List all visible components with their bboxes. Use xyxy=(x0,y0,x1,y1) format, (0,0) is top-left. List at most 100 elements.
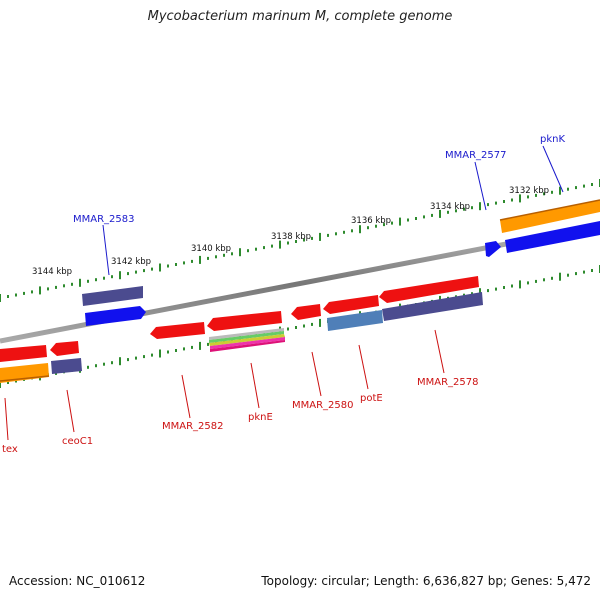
gene-pknE-stripes[interactable] xyxy=(209,328,285,352)
ring-tick xyxy=(343,230,345,234)
topology-text: Topology: circular; Length: 6,636,827 bp… xyxy=(261,574,591,588)
gene-pknK-orange[interactable] xyxy=(500,200,600,233)
label-leaders xyxy=(4,145,564,441)
ring-tick xyxy=(399,217,401,226)
ring-tick xyxy=(487,203,489,207)
ring-tick xyxy=(295,326,297,329)
ring-tick xyxy=(47,287,49,291)
gene-MMAR_2583[interactable] xyxy=(85,306,146,326)
ruler-label-3138: 3138 kbp xyxy=(271,232,311,242)
accession-text: Accession: NC_010612 xyxy=(9,574,146,588)
ring-tick xyxy=(591,183,593,186)
bottom-strand-genes xyxy=(0,276,483,383)
ring-tick xyxy=(39,286,41,295)
ring-tick xyxy=(311,322,313,326)
gene-potE[interactable] xyxy=(323,295,379,314)
gene-MMAR_2583-purple[interactable] xyxy=(82,286,143,306)
ring-tick xyxy=(15,293,17,297)
ring-tick xyxy=(31,290,33,294)
ring-tick xyxy=(447,210,449,214)
ring-tick xyxy=(551,276,553,280)
ring-tick xyxy=(543,192,545,196)
ring-tick xyxy=(287,241,289,245)
ring-tick xyxy=(183,347,185,351)
ring-tick xyxy=(511,198,513,202)
ring-tick xyxy=(535,279,537,283)
ring-tick xyxy=(471,206,473,210)
gene-pknE[interactable] xyxy=(207,311,282,331)
ring-tick xyxy=(175,263,177,266)
label-pknK[interactable]: pknK xyxy=(540,134,565,145)
ring-tick xyxy=(479,202,481,211)
gene-MMAR_2580[interactable] xyxy=(291,304,321,320)
ring-tick xyxy=(391,221,393,225)
ring-tick xyxy=(351,229,353,233)
ring-tick xyxy=(287,327,289,331)
gene-tex[interactable] xyxy=(0,345,47,362)
ring-tick xyxy=(575,186,577,190)
ring-tick xyxy=(7,295,9,298)
ring-tick xyxy=(199,255,201,264)
ring-tick xyxy=(463,207,465,211)
ring-tick xyxy=(63,284,65,288)
ring-tick xyxy=(207,256,209,260)
gene-MMAR_2577[interactable] xyxy=(485,241,501,257)
ring-tick xyxy=(207,342,209,346)
label-MMAR_2580[interactable]: MMAR_2580 xyxy=(292,400,354,411)
ring-tick xyxy=(487,289,489,293)
gene-potE-steel[interactable] xyxy=(327,310,383,331)
ring-tick xyxy=(183,261,185,265)
ring-tick xyxy=(319,318,321,327)
ring-tick xyxy=(375,224,377,228)
ring-tick xyxy=(575,272,577,276)
ring-tick xyxy=(535,193,537,197)
gene-MMAR_2578-purple[interactable] xyxy=(382,292,483,321)
ring-tick xyxy=(55,285,57,289)
ring-tick xyxy=(295,240,297,243)
ring-tick xyxy=(23,291,25,295)
ruler-label-3140: 3140 kbp xyxy=(191,244,231,254)
ring-tick xyxy=(455,209,457,213)
gene-ceoC1-purple[interactable] xyxy=(51,358,82,374)
ring-tick xyxy=(367,226,369,230)
label-MMAR_2582[interactable]: MMAR_2582 xyxy=(162,421,224,432)
ring-tick xyxy=(103,362,105,366)
ring-tick xyxy=(583,270,585,274)
ring-tick xyxy=(191,259,193,263)
label-tex[interactable]: tex xyxy=(2,444,18,455)
label-pknE[interactable]: pknE xyxy=(248,412,273,423)
ring-tick xyxy=(167,350,169,354)
ruler-label-3134: 3134 kbp xyxy=(430,202,470,212)
ring-tick xyxy=(327,233,329,237)
ring-tick xyxy=(151,353,153,357)
gene-MMAR_2582[interactable] xyxy=(150,322,205,339)
ring-tick xyxy=(95,364,97,368)
ring-tick xyxy=(359,225,361,234)
label-MMAR_2577[interactable]: MMAR_2577 xyxy=(445,150,507,161)
label-MMAR_2578[interactable]: MMAR_2578 xyxy=(417,377,479,388)
ring-tick xyxy=(159,349,161,358)
label-potE[interactable]: potE xyxy=(360,393,383,404)
ring-tick xyxy=(279,240,281,249)
ring-tick xyxy=(159,263,161,272)
ruler-label-3142: 3142 kbp xyxy=(111,257,151,267)
label-ceoC1[interactable]: ceoC1 xyxy=(62,436,93,447)
ring-tick xyxy=(87,365,89,369)
ring-tick xyxy=(503,286,505,289)
gene-pknK-blue[interactable] xyxy=(505,221,600,253)
ring-tick xyxy=(519,194,521,203)
ring-tick xyxy=(7,381,9,384)
ring-tick xyxy=(0,294,1,302)
ring-tick xyxy=(215,255,217,259)
ring-tick xyxy=(503,200,505,203)
ring-tick xyxy=(127,272,129,276)
ring-tick xyxy=(143,269,145,273)
ring-tick xyxy=(319,232,321,241)
ring-tick xyxy=(303,238,305,242)
ring-tick xyxy=(495,287,497,291)
ring-tick xyxy=(423,215,425,219)
gene-MMAR_2578[interactable] xyxy=(379,276,479,303)
gene-ceoC1[interactable] xyxy=(50,341,79,356)
label-MMAR_2583[interactable]: MMAR_2583 xyxy=(73,214,135,225)
ring-tick xyxy=(119,357,121,366)
